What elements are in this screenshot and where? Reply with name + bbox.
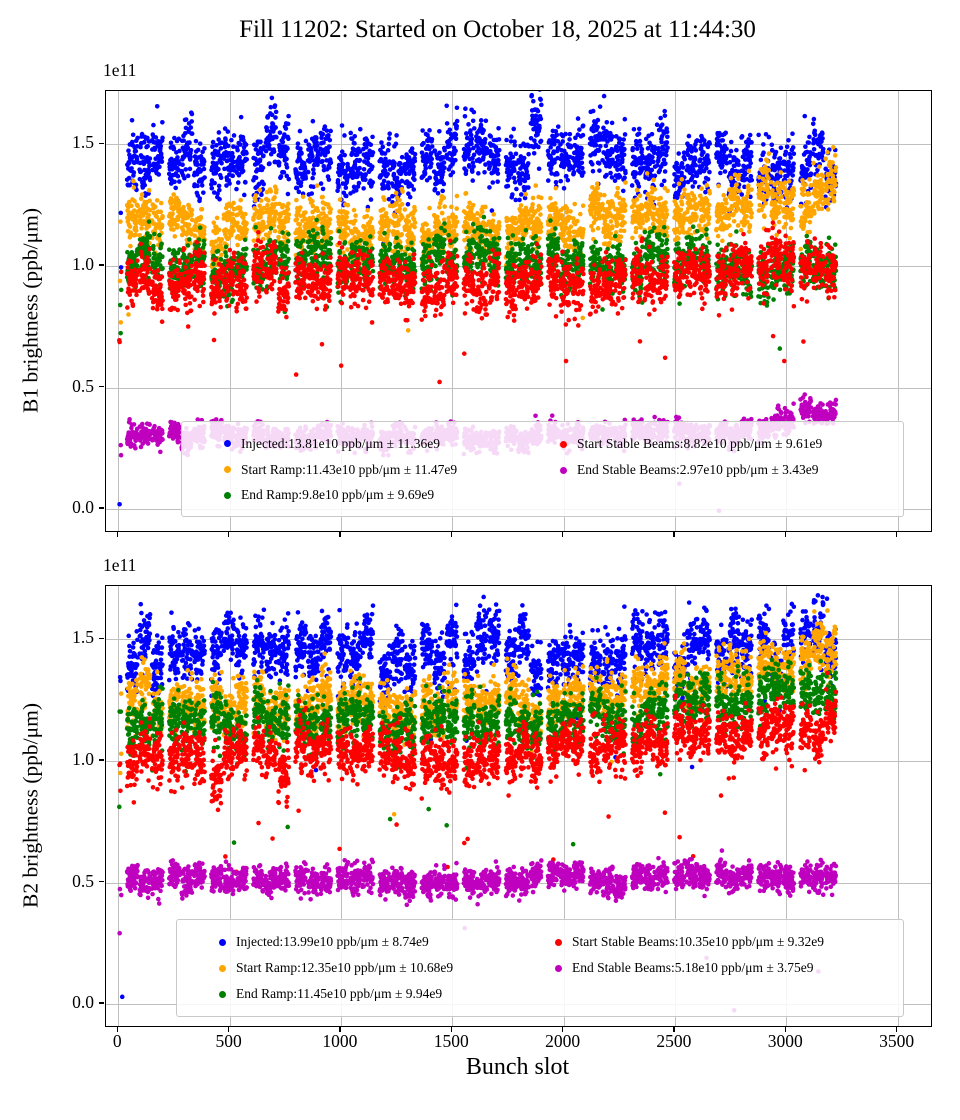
legend-b2: Injected:13.99e10 ppb/μm ± 8.74e9 Start … (176, 919, 904, 1017)
x-tick-mark (561, 1026, 564, 1032)
legend-label-end-ramp: End Ramp:11.45e10 ppb/μm ± 9.94e9 (236, 986, 443, 1001)
x-tick-mark (784, 1026, 786, 1032)
legend-b1: Injected:13.81e10 ppb/μm ± 11.36e9 Start… (181, 421, 904, 517)
x-tick-mark (784, 531, 786, 537)
x-tick-label: 2500 (656, 1031, 692, 1051)
legend-label-end-stable: End Stable Beams:5.18e10 ppb/μm ± 3.75e9 (572, 960, 814, 975)
x-tick-mark (339, 1026, 341, 1032)
y-tick-mark (99, 385, 104, 388)
y-tick-mark (99, 142, 104, 145)
legend-marker-start-ramp (224, 466, 231, 473)
legend-marker-start-stable (555, 938, 562, 946)
x-tick-mark (895, 1026, 898, 1032)
legend-item: End Ramp:9.8e10 ppb/μm ± 9.69e9 (224, 482, 546, 508)
legend-marker-end-stable (555, 964, 562, 972)
legend-label-end-stable: End Stable Beams:2.97e10 ppb/μm ± 3.43e9 (577, 462, 819, 477)
y-tick-label: 0.5 (72, 375, 94, 396)
legend-item: End Stable Beams:2.97e10 ppb/μm ± 3.43e9 (560, 457, 895, 483)
legend-marker-end-stable (560, 466, 567, 474)
legend-column: Injected:13.99e10 ppb/μm ± 8.74e9 Start … (189, 929, 541, 1008)
legend-marker-end-ramp (219, 990, 226, 998)
x-tick-mark (450, 1026, 452, 1032)
x-tick-mark (895, 531, 898, 537)
x-axis-label: Bunch slot (465, 1054, 570, 1080)
x-tick-label: 0 (112, 1031, 122, 1051)
y-offset-text-b1: 1e11 (103, 60, 137, 80)
legend-marker-start-ramp (219, 964, 226, 972)
legend-item: Start Ramp:12.35e10 ppb/μm ± 10.68e9 (219, 955, 541, 981)
legend-item: End Ramp:11.45e10 ppb/μm ± 9.94e9 (219, 981, 541, 1007)
legend-label-injected: Injected:13.81e10 ppb/μm ± 11.36e9 (241, 435, 440, 451)
legend-column: Injected:13.81e10 ppb/μm ± 11.36e9 Start… (194, 431, 546, 508)
x-tick-mark (450, 531, 452, 537)
x-tick-label: 500 (215, 1031, 242, 1051)
x-tick-mark (673, 1026, 675, 1032)
y-tick-label: 1.0 (72, 254, 94, 275)
legend-marker-start-stable (560, 440, 567, 448)
y-tick-mark (99, 507, 104, 509)
x-tick-label: 3000 (767, 1031, 803, 1051)
legend-item: Injected:13.81e10 ppb/μm ± 11.36e9 (224, 431, 546, 457)
legend-label-start-stable: Start Stable Beams:8.82e10 ppb/μm ± 9.61… (577, 436, 823, 451)
y-axis-label-b2: B2 brightness (ppb/μm) (18, 702, 43, 908)
x-tick-mark (227, 1026, 230, 1032)
y-tick-mark (99, 759, 104, 761)
chart-title: Fill 11202: Started on October 18, 2025 … (239, 16, 756, 43)
legend-label-start-ramp: Start Ramp:11.43e10 ppb/μm ± 11.47e9 (241, 461, 458, 477)
axes-b2: Injected:13.99e10 ppb/μm ± 8.74e9 Start … (105, 585, 932, 1027)
x-tick-mark (116, 531, 118, 537)
y-tick-mark (99, 1002, 104, 1004)
legend-label-start-stable: Start Stable Beams:10.35e10 ppb/μm ± 9.3… (572, 934, 824, 949)
y-tick-label: 1.5 (72, 132, 94, 153)
legend-marker-injected (219, 938, 226, 946)
x-tick-mark (116, 1026, 118, 1032)
y-axis-label-b1: B1 brightness (ppb/μm) (18, 207, 43, 413)
axes-b1: Injected:13.81e10 ppb/μm ± 11.36e9 Start… (105, 90, 932, 532)
legend-item: End Stable Beams:5.18e10 ppb/μm ± 3.75e9 (555, 955, 895, 981)
y-tick-label: 0.0 (72, 992, 94, 1013)
y-tick-mark (99, 880, 104, 883)
x-tick-mark (339, 531, 341, 537)
legend-item: Start Stable Beams:10.35e10 ppb/μm ± 9.3… (555, 929, 895, 955)
legend-item: Start Ramp:11.43e10 ppb/μm ± 11.47e9 (224, 457, 546, 483)
x-tick-label: 3500 (879, 1031, 915, 1051)
y-tick-label: 1.0 (72, 749, 94, 770)
y-tick-label: 0.0 (72, 497, 94, 518)
legend-label-end-ramp: End Ramp:9.8e10 ppb/μm ± 9.69e9 (241, 487, 435, 503)
legend-item: Injected:13.99e10 ppb/μm ± 8.74e9 (219, 929, 541, 955)
legend-column: Start Stable Beams:8.82e10 ppb/μm ± 9.61… (546, 431, 895, 508)
y-tick-label: 1.5 (72, 627, 94, 648)
x-tick-label: 1500 (433, 1031, 469, 1051)
legend-marker-end-ramp (224, 491, 231, 499)
legend-column: Start Stable Beams:10.35e10 ppb/μm ± 9.3… (541, 929, 895, 1008)
legend-label-injected: Injected:13.99e10 ppb/μm ± 8.74e9 (236, 934, 429, 949)
legend-marker-injected (224, 440, 231, 448)
legend-label-start-ramp: Start Ramp:12.35e10 ppb/μm ± 10.68e9 (236, 960, 454, 975)
x-tick-mark (227, 531, 230, 537)
x-tick-label: 2000 (545, 1031, 581, 1051)
y-tick-mark (99, 264, 104, 266)
legend-item: Start Stable Beams:8.82e10 ppb/μm ± 9.61… (560, 431, 895, 457)
x-tick-label: 1000 (322, 1031, 358, 1051)
x-tick-mark (673, 531, 675, 537)
y-tick-mark (99, 637, 104, 640)
x-tick-mark (561, 531, 564, 537)
y-tick-label: 0.5 (72, 870, 94, 891)
y-offset-text-b2: 1e11 (103, 555, 137, 575)
